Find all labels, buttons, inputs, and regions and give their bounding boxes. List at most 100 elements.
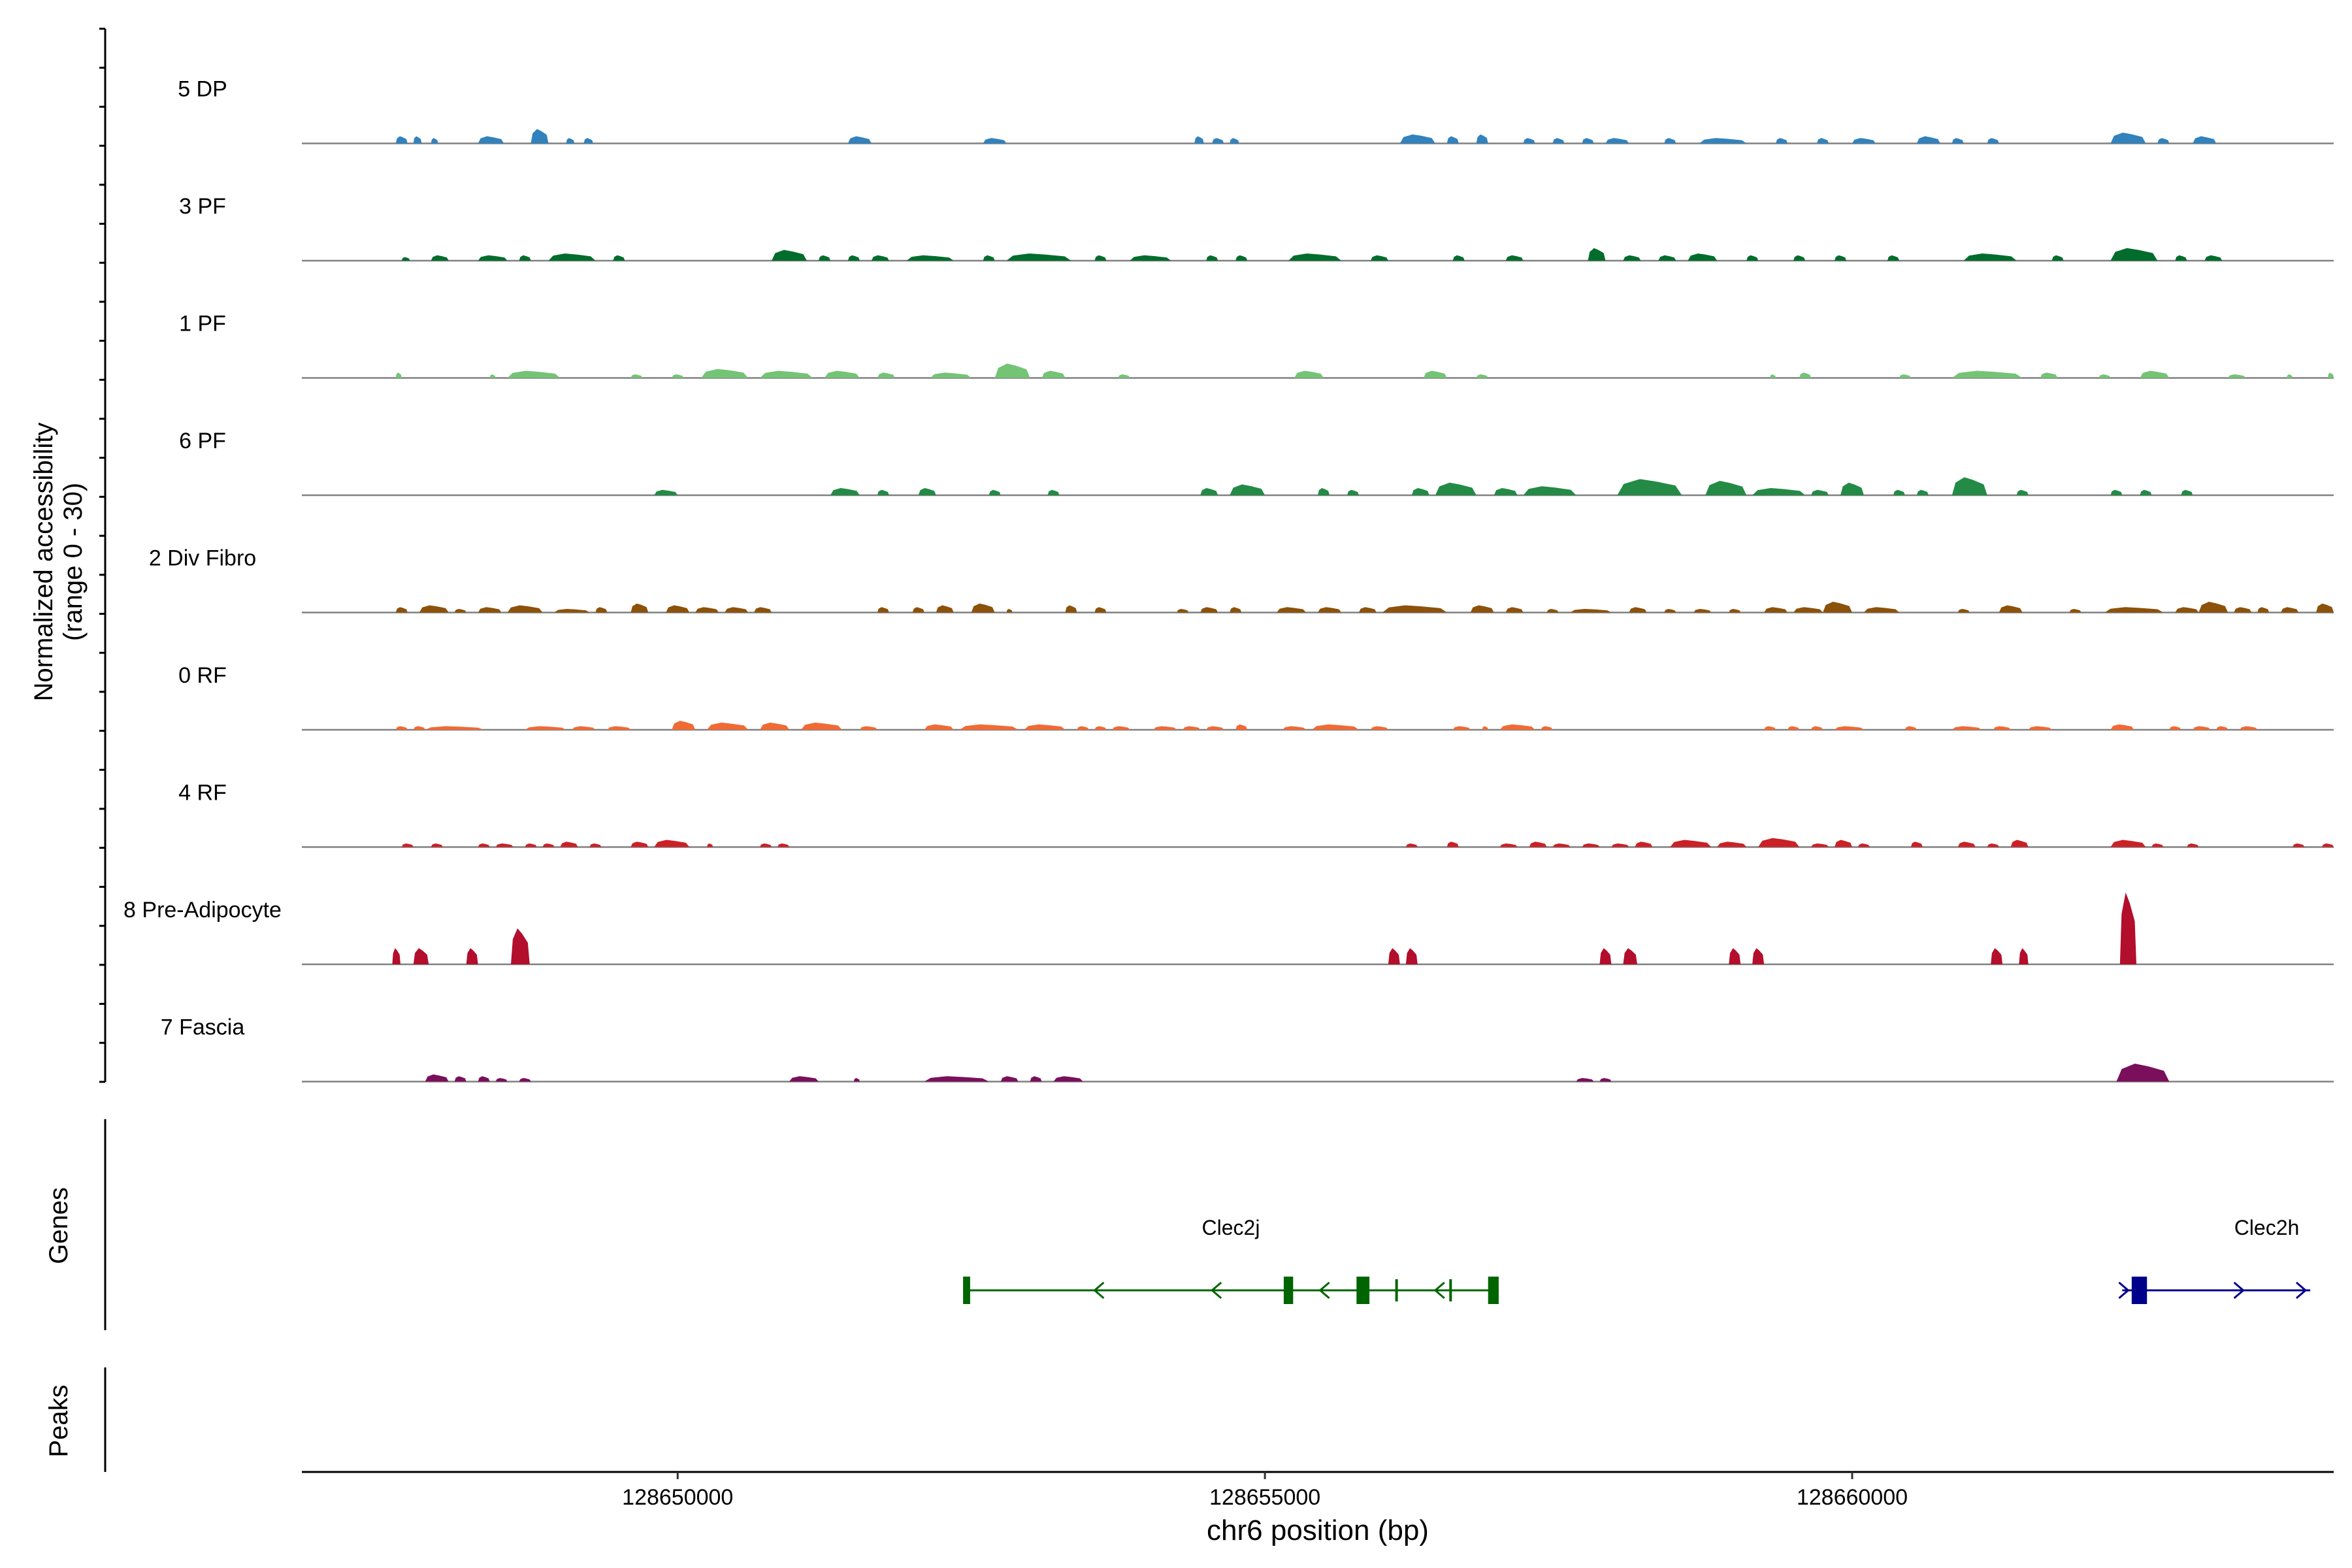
coverage-peak [1835,726,1864,730]
coverage-peak [466,948,478,964]
coverage-peak [918,488,936,495]
coverage-peak [401,843,414,847]
coverage-peak [519,1078,531,1082]
coverage-peak [1194,136,1204,144]
coverage-peak [431,138,438,144]
gene-exon [1356,1277,1370,1304]
coverage-peak [2119,892,2136,964]
coverage-peak [454,1076,466,1082]
coverage-peak [507,605,543,613]
coverage-peak [1505,255,1524,261]
coverage-peak [1041,370,1066,378]
strand-arrow [2233,1281,2245,1299]
coverage-peak [2193,136,2217,144]
x-axis-tick-label: 128660000 [1797,1485,1908,1510]
coverage-peak [431,255,449,261]
coverage-peak [525,843,537,847]
coverage-peak [1282,726,1306,730]
peaks-axis-label: Peaks [44,1384,73,1457]
coverage-peak [2110,248,2158,261]
coverage-peak [1546,609,1559,613]
coverage-peak [1887,255,1899,261]
coverage-peak [1623,255,1641,261]
coverage-peak [1863,607,1899,613]
coverage-peak [1916,489,1929,495]
coverage-peak [754,607,772,613]
coverage-peak [589,843,602,847]
coverage-peak [2175,255,2187,261]
coverage-peak [1476,134,1488,144]
coverage-peak [2110,489,2123,495]
coverage-peak [395,136,408,144]
coverage-peak [1446,136,1459,144]
coverage-peak [2140,489,2152,495]
coverage-peak [1541,726,1553,730]
coverage-peak [454,609,466,613]
coverage-peak [1277,607,1306,613]
coverage-peak [1916,136,1940,144]
coverage-peak [1499,724,1535,730]
coverage-peak [847,136,872,144]
coverage-peak [1452,255,1465,261]
coverage-peak [1570,609,1612,613]
track-label: 1 PF [179,312,226,336]
coverage-peak [1370,726,1388,730]
coverage-peak [672,374,684,378]
coverage-peak [2169,726,2181,730]
coverage-peak [2116,1064,2170,1082]
coverage-peak [1857,843,1870,847]
coverage-peak [924,724,954,730]
strand-arrow [1318,1281,1330,1299]
coverage-peak [1752,488,1805,495]
coverage-peak [924,1076,989,1082]
coverage-peak [1000,1076,1019,1082]
coverage-peak [1318,488,1330,495]
coverage-peak [1758,838,1800,847]
coverage-peak [1529,841,1547,847]
strand-arrow [1433,1281,1445,1299]
coverage-peak [1153,726,1177,730]
coverage-peak [392,948,400,964]
coverage-peak [1288,253,1341,261]
coverage-peak [1452,726,1471,730]
coverage-peak [1576,1078,1594,1082]
coverage-peak [1446,841,1459,847]
coverage-peak [906,255,954,261]
coverage-peak [1183,726,1201,730]
coverage-peak [1230,138,1239,144]
coverage-peak [1347,489,1359,495]
coverage-peak [2104,607,2164,613]
coverage-peak [495,843,514,847]
coverage-peak [1200,488,1218,495]
coverage-peak [1764,607,1788,613]
coverage-peak [994,363,1030,378]
coverage-peak [1552,138,1565,144]
coverage-peak [2140,370,2170,378]
coverage-peak [1030,1076,1042,1082]
coverage-peak [695,607,719,613]
coverage-peak [877,607,889,613]
coverage-peak [413,726,425,730]
coverage-peak [395,372,402,378]
track-label: 7 Fascia [161,1015,245,1040]
coverage-peak [1799,372,1811,378]
coverage-peak [1811,489,1829,495]
coverage-peak [1793,255,1805,261]
y-axis-label-line2: (range 0 - 30) [59,483,88,641]
coverage-peak [2281,607,2299,613]
coverage-peak [1999,605,2023,613]
coverage-peak [1635,841,1653,847]
coverage-peak [1318,607,1341,613]
coverage-peak [2228,374,2246,378]
coverage-peak [1435,482,1477,495]
track: 6 PF [179,429,2334,497]
coverage-peak [1599,948,1612,964]
coverage-peak [1952,370,2023,378]
coverage-peak [1823,602,1852,613]
coverage-peak [1235,255,1248,261]
coverage-peak [707,843,713,847]
coverage-peak [1230,484,1266,495]
coverage-peak [1764,726,1776,730]
coverage-peak [1693,609,1712,613]
